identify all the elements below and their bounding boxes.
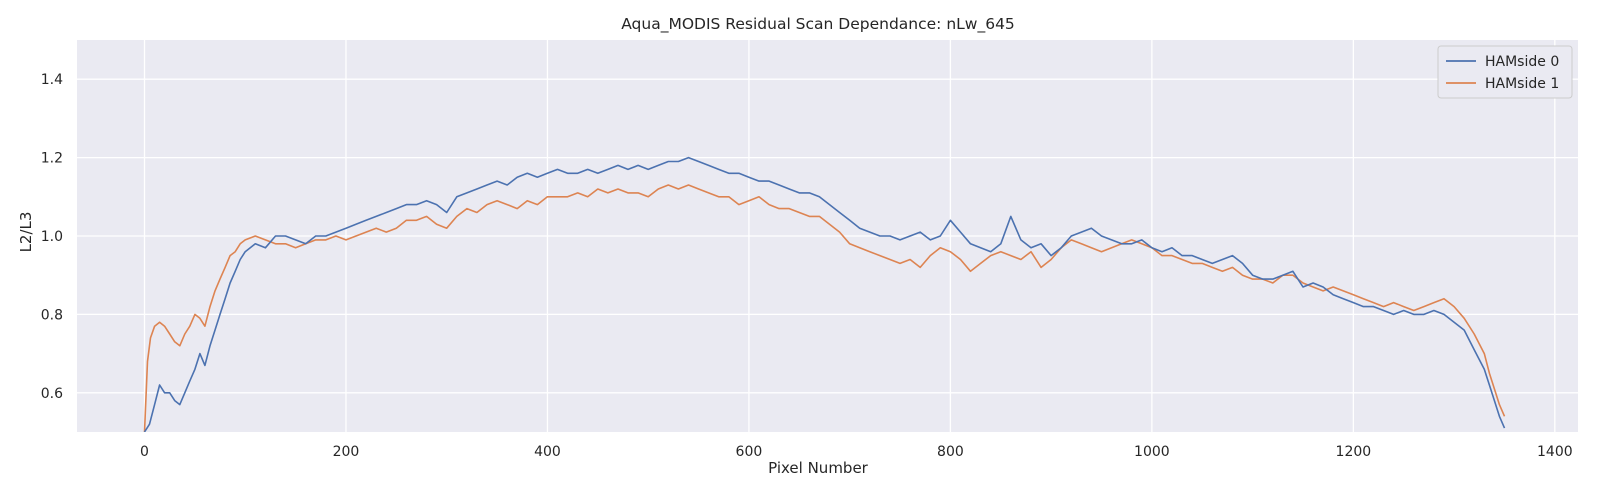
series-line-0 xyxy=(143,156,1506,432)
x-tick-label: 1200 xyxy=(1336,444,1372,460)
legend-box xyxy=(1437,45,1573,99)
y-tick-label: 0.8 xyxy=(41,307,63,323)
series-layer xyxy=(143,156,1506,432)
x-tick-label: 600 xyxy=(736,444,763,460)
legend-label: HAMside 1 xyxy=(1485,76,1559,92)
chart-title: Aqua_MODIS Residual Scan Dependance: nLw… xyxy=(621,15,1015,34)
x-tick-label: 0 xyxy=(140,444,149,460)
x-tick-label: 800 xyxy=(937,444,964,460)
y-tick-label: 0.6 xyxy=(41,386,63,402)
y-tick-label: 1.0 xyxy=(41,229,63,245)
y-tick-label: 1.4 xyxy=(41,72,63,88)
x-tick-label: 200 xyxy=(333,444,360,460)
y-tick-label: 1.2 xyxy=(41,151,63,167)
x-tick-label: 1000 xyxy=(1134,444,1170,460)
x-tick-label: 400 xyxy=(534,444,561,460)
x-axis-ticks: 0 200 400 600 800 1000 1200 1400 xyxy=(140,444,1573,460)
legend-label: HAMside 0 xyxy=(1485,54,1559,70)
x-axis-label: Pixel Number xyxy=(768,459,869,477)
grid-lines xyxy=(77,40,1578,432)
y-axis-ticks: 0.6 0.8 1.0 1.2 1.4 xyxy=(41,72,63,402)
legend: HAMside 0 HAMside 1 xyxy=(1437,45,1573,99)
series-line-1 xyxy=(143,184,1506,432)
x-tick-label: 1400 xyxy=(1537,444,1573,460)
y-axis-label: L2/L3 xyxy=(17,212,35,253)
